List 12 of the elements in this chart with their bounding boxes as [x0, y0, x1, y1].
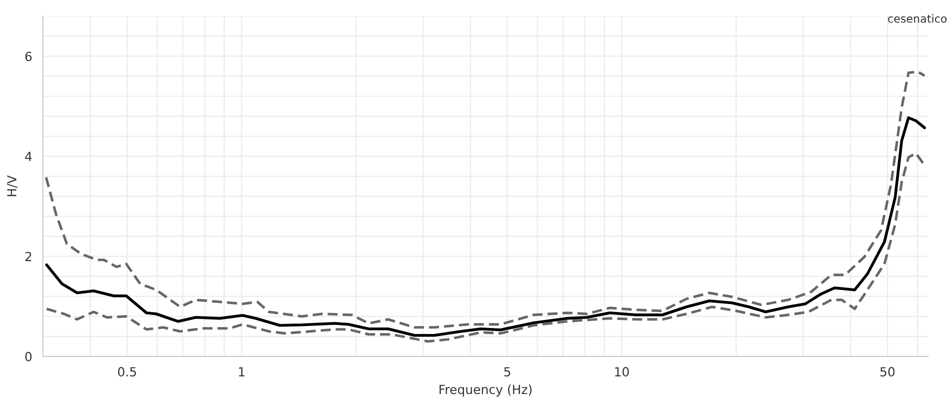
x-tick-label: 5 — [504, 367, 510, 376]
y-tick-label: 0 — [25, 352, 32, 362]
x-tick-label: 10 — [615, 367, 629, 376]
x-tick-label: 1 — [239, 367, 244, 376]
y-tick-label: 4 — [25, 152, 32, 162]
y-tick-label: 2 — [25, 252, 32, 262]
x-tick-label: 0.5 — [118, 367, 136, 376]
y-tick-label: 6 — [25, 52, 32, 62]
x-tick-label: 50 — [880, 367, 895, 376]
annotation: cesenatico — [888, 14, 947, 23]
x-axis-title: Frequency (Hz) — [440, 384, 532, 397]
y-axis-title: H/V — [7, 175, 18, 196]
